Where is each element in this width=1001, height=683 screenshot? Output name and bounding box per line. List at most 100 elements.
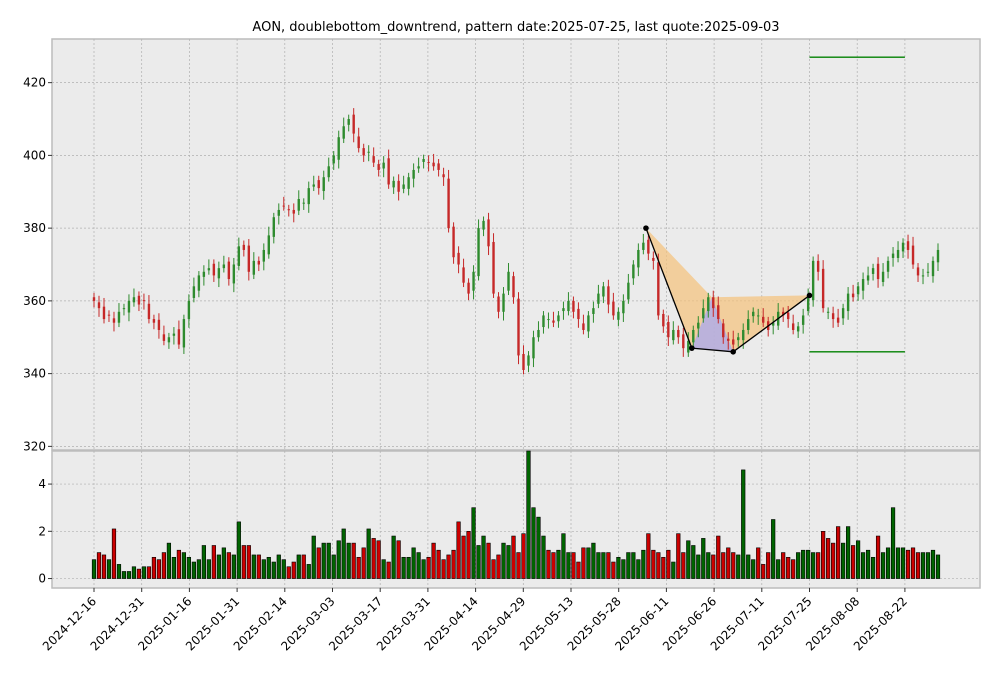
candle-body [107, 314, 111, 316]
volume-bar [731, 552, 736, 579]
volume-bar [306, 564, 311, 579]
volume-bar [726, 547, 731, 579]
candle-body [891, 253, 895, 258]
volume-bar [651, 549, 656, 579]
candle-body [482, 220, 485, 230]
candle-body [322, 177, 325, 192]
volume-bar [166, 542, 172, 579]
candle-body [592, 308, 595, 314]
candle-body [762, 316, 765, 323]
candle-body [97, 302, 101, 309]
volume-bar [880, 552, 886, 579]
candle-body [207, 268, 211, 271]
volume-bar [421, 559, 426, 579]
candle-body [582, 323, 585, 330]
volume-bar [666, 549, 671, 579]
volume-bar [446, 554, 451, 579]
candle-body [227, 261, 231, 280]
volume-bar [716, 535, 721, 579]
candle-body [587, 315, 590, 332]
candle-body [557, 315, 560, 322]
volume-bar [556, 549, 561, 579]
candle-body [307, 188, 310, 205]
volume-bar [930, 549, 936, 579]
volume-bar [796, 552, 801, 579]
volume-bar [396, 540, 401, 579]
volume-bar [676, 533, 681, 579]
volume-bar [171, 556, 177, 579]
candle-body [816, 260, 820, 272]
candle-body [217, 268, 221, 279]
pattern-point [689, 345, 695, 351]
volume-bar [831, 542, 836, 579]
price-y-tick-label: 380 [23, 221, 46, 235]
candle-body [132, 297, 136, 303]
volume-bar [331, 554, 336, 579]
volume-bar [696, 554, 701, 579]
volume-bar [551, 552, 556, 579]
volume-bar [456, 521, 461, 579]
volume-bar [711, 554, 716, 579]
volume-bar [681, 552, 686, 579]
volume-bar [436, 549, 441, 579]
candle-body [267, 235, 270, 255]
chart-title: AON, doublebottom_downtrend, pattern dat… [252, 20, 779, 35]
pattern-point [730, 348, 736, 355]
volume-panel-background [51, 450, 981, 589]
candle-body [712, 297, 715, 309]
candle-body [552, 320, 555, 323]
candle-body [352, 114, 355, 134]
candle-body [472, 271, 475, 291]
volume-bar [431, 542, 436, 579]
volume-bar [201, 545, 206, 579]
volume-bar [895, 547, 901, 579]
volume-bar [806, 549, 811, 579]
volume-bar [741, 469, 746, 579]
volume-bar [761, 564, 766, 579]
candle-body [682, 334, 685, 349]
volume-bar [920, 552, 926, 579]
volume-bar [376, 540, 381, 579]
candle-body [102, 306, 106, 320]
volume-bar [211, 545, 216, 579]
volume-bar [111, 528, 117, 579]
candle-body [327, 166, 330, 178]
volume-bar [176, 549, 181, 579]
volume-bar [671, 561, 676, 579]
pattern-point [806, 292, 813, 299]
candle-body [517, 298, 520, 356]
volume-bar [381, 559, 386, 579]
volume-bar [296, 554, 301, 579]
volume-bar [486, 542, 491, 579]
volume-bar [386, 561, 391, 579]
candle-body [537, 329, 540, 338]
candle-body [177, 329, 181, 345]
candle-body [597, 293, 600, 304]
volume-bar [406, 556, 411, 579]
candle-body [627, 282, 630, 300]
pattern-point [643, 225, 649, 231]
price-y-tick-label: 360 [23, 294, 46, 308]
candle-body [612, 301, 615, 316]
volume-y-tick-label: 2 [38, 524, 46, 538]
candle-body [732, 339, 735, 345]
volume-bar [116, 564, 122, 579]
price-panel: 320 340 360 380 400 420 [23, 38, 981, 453]
candle-body [387, 158, 390, 185]
volume-bar [910, 547, 916, 579]
candle-body [677, 329, 680, 338]
candle-body [806, 297, 810, 312]
candle-body [737, 337, 740, 341]
candle-body [542, 315, 545, 328]
volume-bar [291, 561, 296, 579]
volume-bar [351, 542, 356, 579]
candle-body [522, 353, 525, 370]
candle-body [392, 180, 395, 188]
volume-bar [136, 568, 142, 579]
volume-bar [156, 559, 162, 579]
volume-bar [236, 521, 241, 579]
volume-bar [526, 450, 531, 579]
candle-body [192, 286, 196, 298]
candle-body [911, 245, 915, 265]
volume-bar [271, 561, 276, 579]
